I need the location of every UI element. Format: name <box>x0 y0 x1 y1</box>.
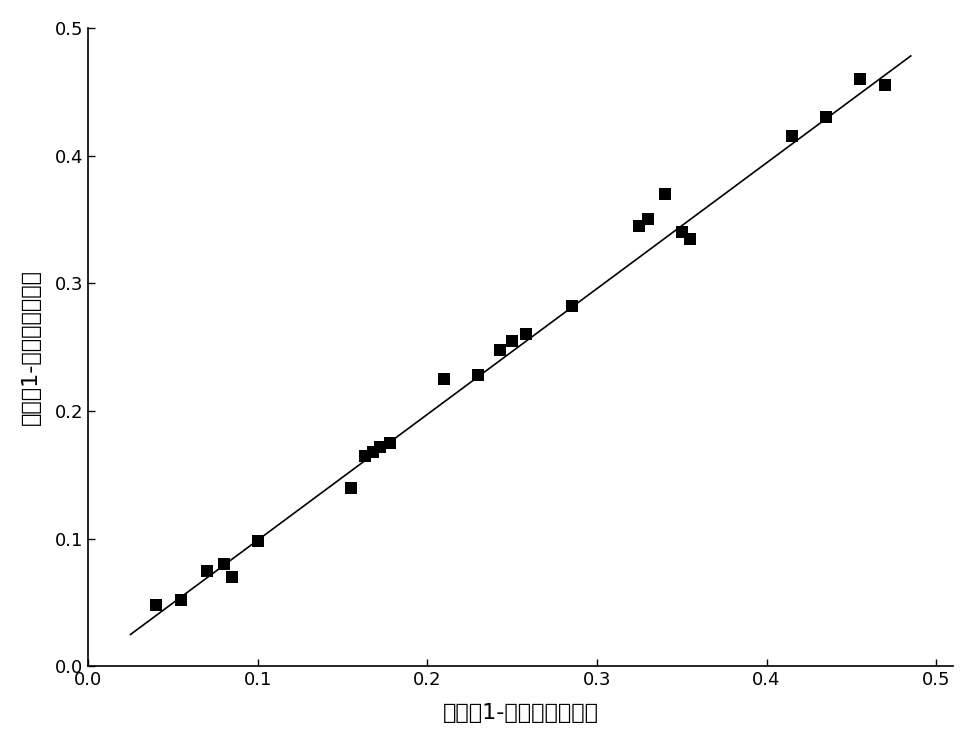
Point <box>564 301 580 312</box>
Point <box>372 440 388 452</box>
Point <box>365 446 381 458</box>
Point <box>224 571 240 583</box>
Point <box>216 558 232 570</box>
Point <box>493 344 508 356</box>
Point <box>199 565 214 577</box>
Point <box>343 481 358 493</box>
Point <box>250 535 266 547</box>
Point <box>518 328 534 340</box>
Point <box>356 449 372 461</box>
Y-axis label: 模型倃1-轴向最大压缩率: 模型倃1-轴向最大压缩率 <box>20 269 41 425</box>
Point <box>818 112 834 124</box>
Point <box>657 188 673 200</box>
Point <box>505 335 520 347</box>
Point <box>878 80 893 92</box>
Point <box>631 219 647 231</box>
Point <box>640 214 656 225</box>
Point <box>148 599 164 611</box>
Point <box>674 226 690 238</box>
Point <box>436 373 452 385</box>
Point <box>382 437 397 449</box>
Point <box>683 233 698 245</box>
X-axis label: 实测倃1-轴向最大压缩率: 实测倃1-轴向最大压缩率 <box>442 703 599 723</box>
Point <box>470 369 486 381</box>
Point <box>173 594 189 606</box>
Point <box>784 130 800 142</box>
Point <box>852 73 868 85</box>
